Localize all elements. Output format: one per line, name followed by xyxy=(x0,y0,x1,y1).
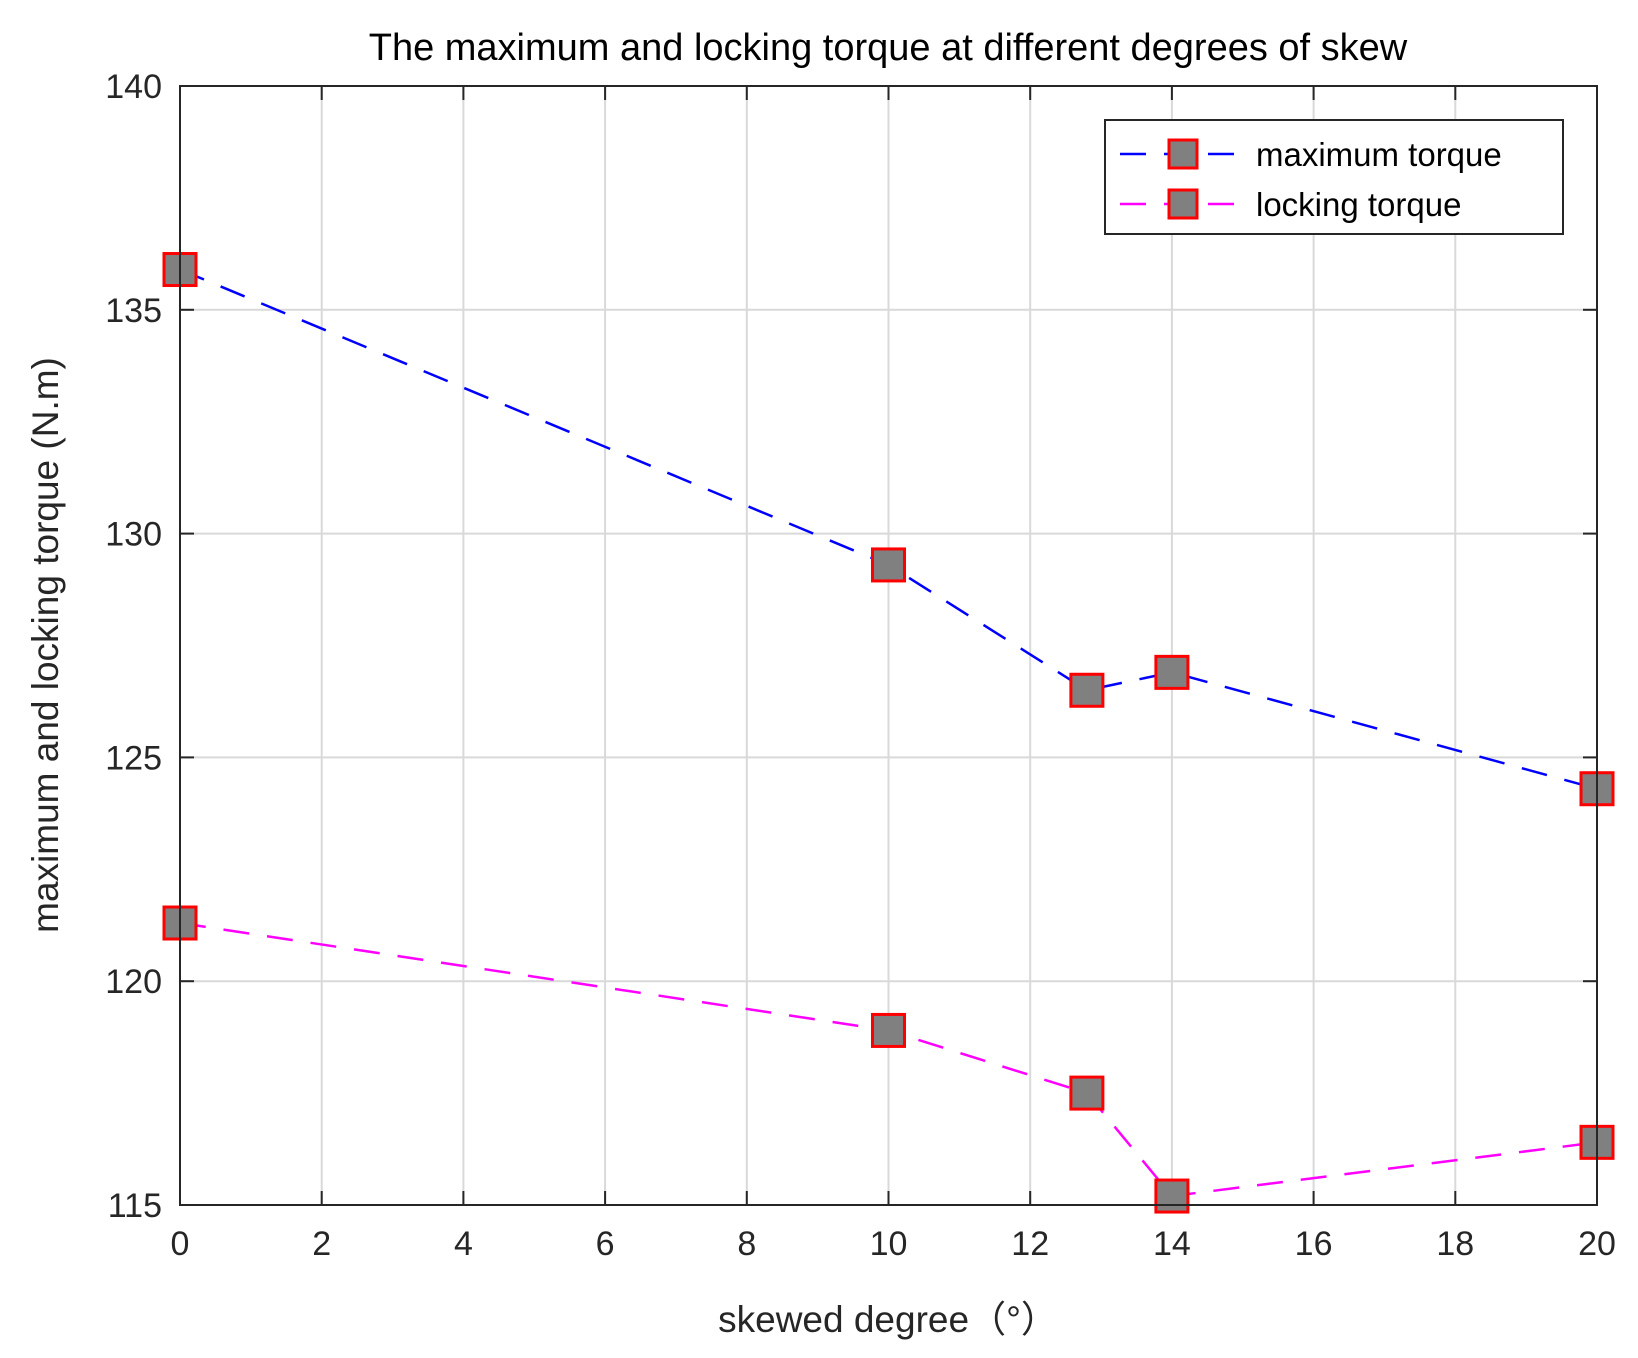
x-tick-label: 0 xyxy=(171,1225,190,1263)
y-tick-label: 140 xyxy=(105,68,162,106)
y-tick-label: 125 xyxy=(105,739,162,777)
x-tick-label: 2 xyxy=(312,1225,331,1263)
maximum-torque-point xyxy=(871,547,906,583)
y-tick-label: 135 xyxy=(105,292,162,330)
chart-title: The maximum and locking torque at differ… xyxy=(369,27,1408,69)
x-tick-label: 12 xyxy=(1011,1225,1049,1263)
grid xyxy=(180,86,1597,1205)
x-tick-label: 18 xyxy=(1436,1225,1474,1263)
legend-locking-torque-label: locking torque xyxy=(1256,186,1461,223)
x-tick-label: 6 xyxy=(596,1225,615,1263)
maximum-torque-line xyxy=(179,268,1598,790)
x-tick-label: 14 xyxy=(1153,1225,1191,1263)
y-tick-label: 130 xyxy=(105,516,162,554)
maximum-torque-point xyxy=(1069,672,1105,708)
y-tick-label: 115 xyxy=(108,1187,162,1225)
x-tick-label: 16 xyxy=(1295,1225,1333,1263)
x-tick-label: 10 xyxy=(870,1225,908,1263)
x-axis-label: skewed degree（°） xyxy=(718,1299,1058,1340)
legend-locking-torque-marker xyxy=(1167,188,1199,220)
x-tick-label: 8 xyxy=(737,1225,756,1263)
axis-ticks: 0 2 4 6 8 10 12 14 16 18 20 115 120 125 130 135 140 xyxy=(105,68,1616,1263)
y-axis-label: maximum and locking torque (N.m) xyxy=(25,357,66,933)
x-tick-label: 4 xyxy=(454,1225,473,1263)
locking-torque-point xyxy=(871,1012,906,1048)
plot-frame xyxy=(179,85,1598,1206)
maximum-torque-point xyxy=(1154,654,1190,690)
legend-maximum-torque-label: maximum torque xyxy=(1256,136,1502,173)
y-tick-label: 120 xyxy=(105,963,162,1001)
legend-maximum-torque-marker xyxy=(1167,138,1199,170)
locking-torque-point xyxy=(1069,1075,1105,1111)
legend: maximum torque locking torque xyxy=(1104,119,1564,235)
x-tick-label: 20 xyxy=(1578,1225,1616,1263)
locking-torque-point xyxy=(1154,1178,1190,1214)
